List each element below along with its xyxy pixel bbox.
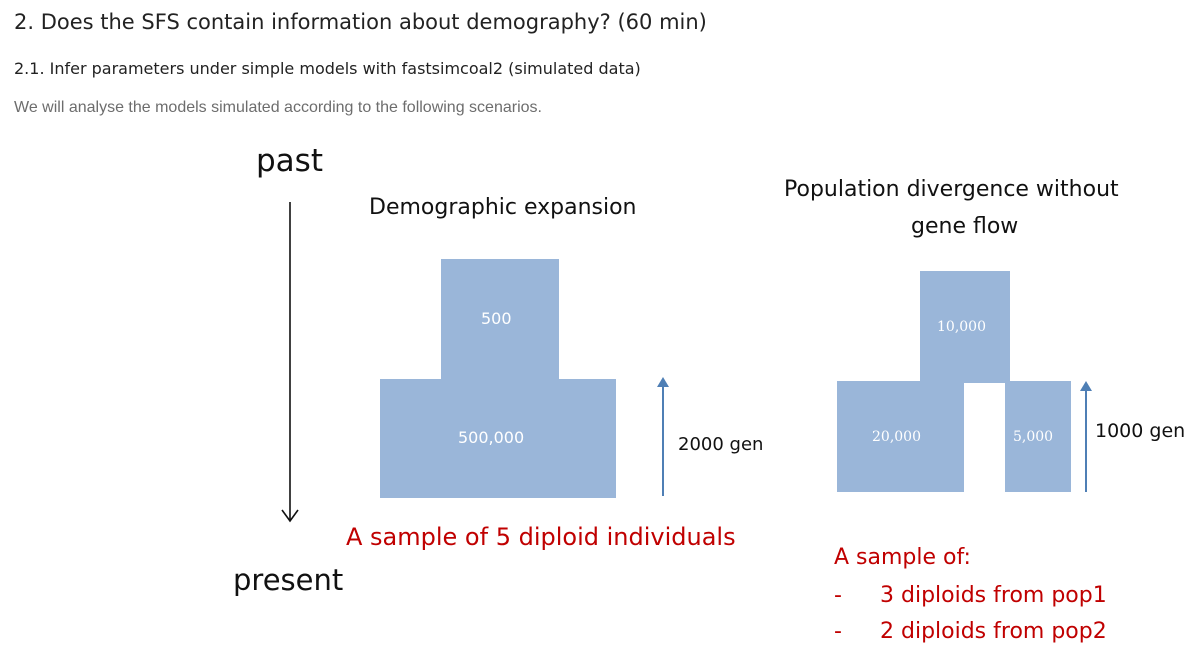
divergence-pop2-size: 5,000 [1013,429,1054,445]
divergence-time-arrow [1080,381,1092,492]
expansion-current-size: 500,000 [458,428,525,447]
sample-item-bullet: - [834,583,842,608]
divergence-pop1 [837,381,964,492]
expansion-ancestral-pop [441,259,559,381]
expansion-time-label: 2000 gen [678,434,764,455]
sample-item-pop2: 2 diploids from pop2 [880,619,1107,644]
expansion-sample-text: A sample of 5 diploid individuals [346,523,736,551]
time-axis-arrow [281,202,299,523]
divergence-pop2 [1005,381,1071,492]
time-axis-present-label: present [233,563,344,597]
divergence-sample-list: - 3 diploids from pop1 - 2 diploids from… [834,580,1164,654]
time-axis-past-label: past [256,143,323,179]
divergence-time-label: 1000 gen [1095,420,1186,442]
divergence-sample-heading: A sample of: [834,545,971,570]
expansion-title: Demographic expansion [369,195,637,220]
expansion-time-arrow [657,377,669,496]
expansion-current-pop [380,379,616,498]
expansion-ancestral-size: 500 [481,309,512,328]
section-heading: 2. Does the SFS contain information abou… [14,10,707,34]
divergence-title-line1: Population divergence without [784,177,1119,202]
section-subheading: 2.1. Infer parameters under simple model… [14,59,641,78]
scenario-figure: past present Demographic expansion 500 5… [0,140,1198,662]
sample-item-pop1: 3 diploids from pop1 [880,583,1107,608]
intro-paragraph: We will analyse the models simulated acc… [14,99,542,116]
sample-item-bullet: - [834,619,842,644]
divergence-pop1-size: 20,000 [872,429,921,445]
divergence-ancestral-size: 10,000 [937,319,986,335]
divergence-ancestral-pop [920,271,1010,383]
divergence-title-line2: gene flow [911,214,1019,239]
